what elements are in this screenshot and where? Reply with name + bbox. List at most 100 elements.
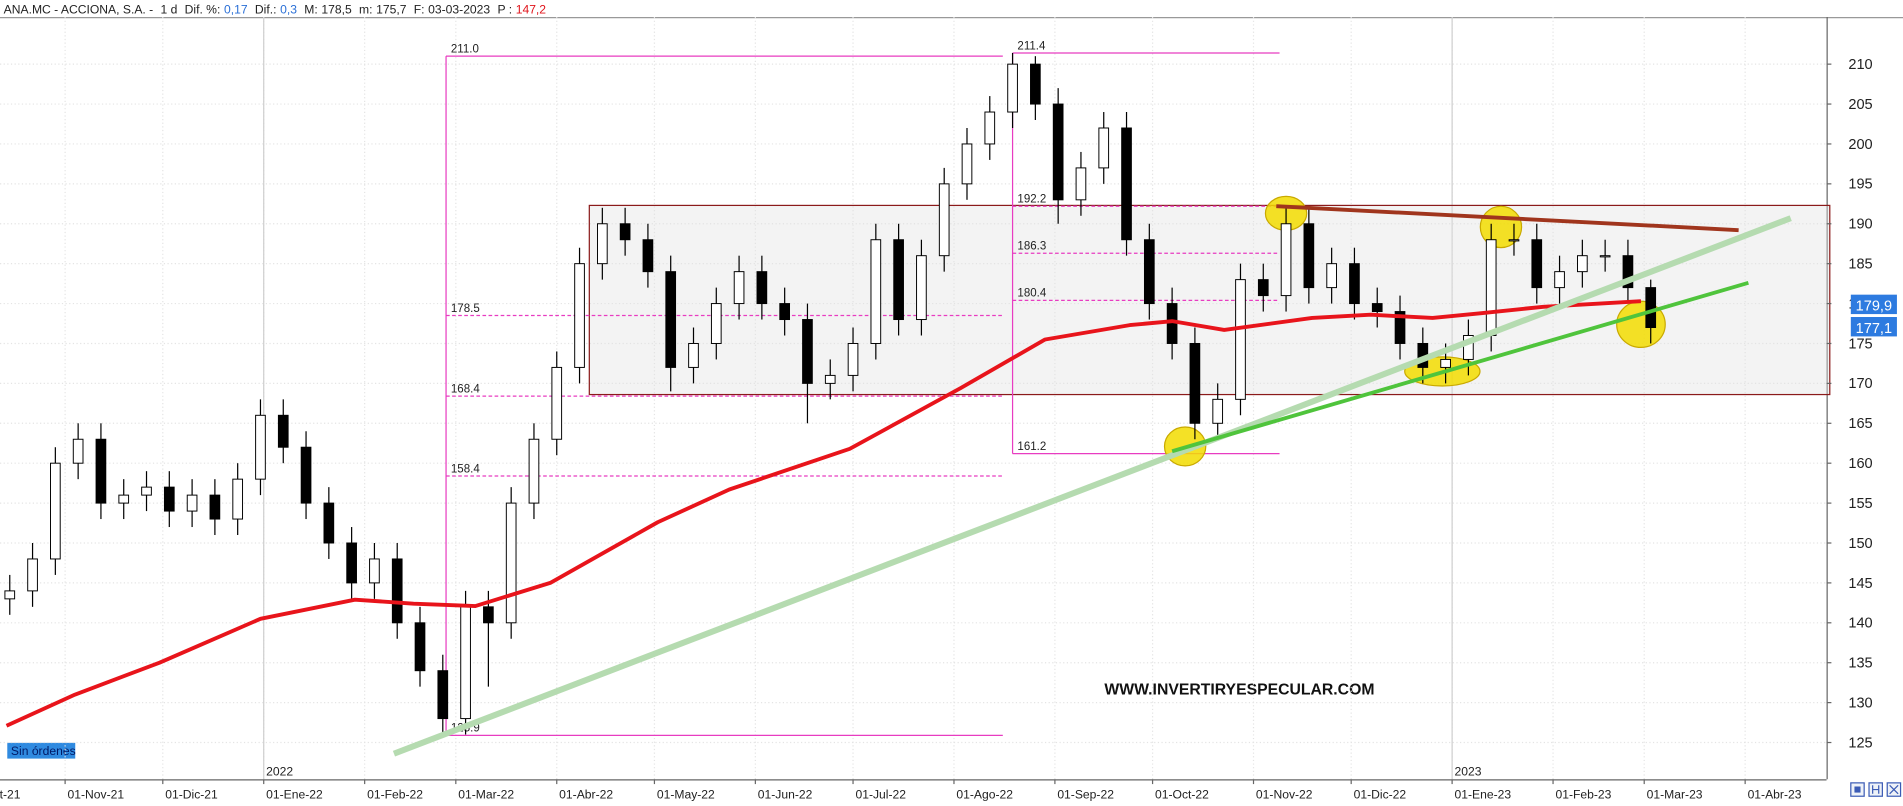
- candle-body: [1371, 303, 1383, 313]
- candle-body: [483, 606, 494, 624]
- x-tick-label: 01-Abr-23: [1748, 788, 1802, 802]
- candle-body: [27, 558, 38, 592]
- candle-body: [4, 590, 16, 600]
- candle-body: [688, 342, 699, 368]
- price-label: 179,9: [1856, 298, 1892, 314]
- price-label: 177,1: [1856, 321, 1892, 337]
- candle-body: [870, 239, 882, 344]
- candle-body: [802, 319, 813, 384]
- candle-body: [596, 223, 608, 265]
- trendline: [1276, 204, 1739, 233]
- fib-label: 192.2: [1017, 194, 1046, 206]
- candle-body: [232, 478, 244, 520]
- x-tick-label: 01-Dic-22: [1354, 788, 1407, 802]
- close-icon: [1889, 784, 1899, 795]
- candle-body: [414, 622, 426, 672]
- candle-body: [1349, 263, 1360, 305]
- orders-label: Sin órdenes: [11, 744, 76, 758]
- y-tick-label: 195: [1848, 177, 1872, 193]
- candle-body: [369, 558, 380, 584]
- y-tick-label: 205: [1848, 97, 1872, 113]
- candle-body: [255, 414, 266, 480]
- candle-body: [574, 263, 585, 368]
- header-field-label: M:: [304, 2, 317, 16]
- candle-body: [186, 494, 198, 512]
- x-tick-label: 01-Ene-23: [1455, 788, 1512, 802]
- trendline: [1171, 280, 1749, 454]
- header-field-label: Dif. %:: [185, 2, 221, 16]
- candle-body: [346, 542, 357, 584]
- x-tick-label: 01-Mar-23: [1647, 788, 1703, 802]
- year-label: 2023: [1455, 765, 1482, 779]
- x-tick-label: 01-Mar-22: [458, 788, 514, 802]
- trendline: [392, 215, 1792, 757]
- y-tick-label: 160: [1848, 456, 1872, 472]
- y-tick-label: 190: [1848, 217, 1872, 233]
- candle-body: [824, 374, 836, 384]
- candle-body: [1303, 223, 1315, 289]
- candle-body: [642, 239, 654, 273]
- candle-body: [893, 239, 904, 321]
- candle-body: [619, 223, 631, 241]
- x-tick-label: 01-Abr-22: [559, 788, 613, 802]
- candle-body: [1212, 398, 1224, 424]
- x-tick-label: 01-Oct-21: [0, 788, 21, 802]
- header-text: ANA.MC - ACCIONA, S.A. - 1 d Dif. %: 0,17 Di…: [4, 2, 547, 16]
- candle-body: [1280, 223, 1292, 297]
- candle-body: [1485, 239, 1497, 336]
- candle-body: [847, 342, 859, 376]
- candle-body: [391, 558, 403, 624]
- candle-body: [1463, 335, 1474, 360]
- y-tick-label: 200: [1848, 137, 1872, 153]
- x-tick-label: 01-Nov-22: [1256, 788, 1313, 802]
- candle-body: [1326, 263, 1337, 289]
- header-field-label: P :: [497, 2, 512, 16]
- candle-body: [72, 438, 84, 464]
- candle-body: [1645, 287, 1657, 329]
- fib-label: 168.4: [451, 384, 480, 396]
- candle-body: [528, 438, 540, 504]
- year-label: 2022: [266, 765, 293, 779]
- candle-body: [984, 111, 996, 145]
- candle-body: [551, 366, 563, 440]
- candle-body: [1235, 279, 1246, 400]
- y-tick-label: 175: [1848, 336, 1872, 352]
- fib-label: 211.4: [1017, 40, 1046, 52]
- candle-body: [779, 303, 791, 321]
- plot-layer: 211.0178.5168.4158.4125.9211.4192.2186.3…: [0, 17, 1831, 780]
- fib-label: 161.2: [1017, 441, 1046, 453]
- candle-body: [733, 271, 745, 305]
- candle-body: [938, 183, 950, 257]
- watermark: WWW.INVERTIRYESPECULAR.COM: [1104, 681, 1374, 698]
- candle-body: [1098, 127, 1110, 169]
- candle-body: [1075, 167, 1087, 201]
- candle-body: [1554, 271, 1565, 289]
- header-symbol: ANA.MC - ACCIONA, S.A. -: [4, 2, 154, 16]
- candle-body: [50, 462, 61, 560]
- price-label-box: [1850, 317, 1897, 337]
- candle-body: [1052, 103, 1064, 201]
- y-tick-label: 135: [1848, 656, 1872, 672]
- y-tick-label: 130: [1848, 695, 1872, 711]
- fib-label: 180.4: [1017, 288, 1046, 300]
- candle-body: [118, 494, 130, 504]
- candle-body: [1577, 255, 1588, 273]
- toolbar: [1850, 782, 1902, 797]
- header-bar: [0, 0, 1903, 18]
- candle-body: [1622, 255, 1634, 289]
- header-field-label: F:: [414, 2, 425, 16]
- x-tick-label: 01-Jun-22: [758, 788, 813, 802]
- y-tick-label: 140: [1848, 616, 1872, 632]
- candle-body: [141, 486, 152, 496]
- y-tick-label: 155: [1848, 496, 1872, 512]
- candle-body: [1143, 239, 1155, 305]
- candle-body: [961, 143, 973, 185]
- save-icon: [1854, 786, 1861, 793]
- candle-body: [505, 502, 517, 624]
- x-tick-label: 01-Nov-21: [68, 788, 125, 802]
- y-tick-label: 150: [1848, 536, 1872, 552]
- header-field-value: 178,5: [321, 2, 352, 16]
- candle-body: [1007, 63, 1018, 113]
- fib-label: 178.5: [451, 303, 480, 315]
